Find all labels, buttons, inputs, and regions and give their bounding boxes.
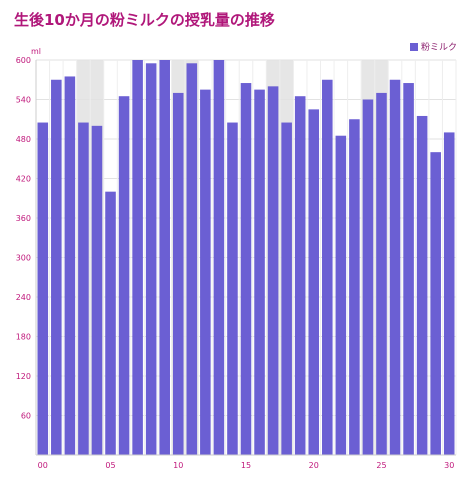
bar: [349, 119, 360, 455]
bar: [37, 122, 49, 456]
bar: [105, 191, 116, 455]
x-tick-label: 05: [105, 461, 115, 470]
y-tick-label: 60: [21, 412, 31, 421]
bar: [389, 79, 401, 455]
x-tick-label: 15: [241, 461, 251, 470]
bars: [37, 60, 455, 456]
y-tick-label: 360: [16, 214, 31, 223]
bar: [254, 89, 265, 455]
legend-swatch: [409, 42, 418, 51]
bar: [281, 122, 292, 456]
bar: [159, 60, 170, 455]
legend-label: 粉ミルク: [420, 43, 457, 53]
bar: [145, 63, 157, 456]
bar: [132, 60, 143, 455]
bar: [430, 152, 441, 455]
bar: [78, 122, 89, 456]
bar: [186, 63, 198, 456]
bar: [294, 96, 306, 455]
bar: [240, 83, 252, 456]
bar: [416, 115, 428, 455]
y-tick-label: 540: [16, 96, 31, 105]
bar: [200, 89, 211, 455]
legend: 粉ミルク: [409, 40, 457, 53]
bar: [64, 76, 76, 455]
chart-title: 生後10か月の粉ミルクの授乳量の推移: [14, 11, 275, 29]
y-tick-label: 120: [16, 372, 31, 381]
x-tick-label: 20: [309, 461, 319, 470]
bar: [322, 79, 333, 455]
axes: 60 120 180 240 300 360 420 480 540 600 00 05 10 15 20 2…: [16, 56, 456, 470]
bar: [227, 122, 238, 456]
bar: [118, 96, 130, 455]
bar: [335, 135, 347, 456]
y-tick-label: 420: [16, 175, 31, 184]
bar: [51, 79, 62, 455]
bar: [267, 86, 279, 455]
y-tick-label: 480: [16, 135, 31, 144]
bar: [403, 83, 414, 456]
bar: [91, 125, 103, 455]
y-tick-label: 180: [16, 333, 31, 342]
bar: [362, 99, 374, 455]
x-tick-label: 00: [38, 461, 48, 470]
bar: [376, 92, 387, 456]
y-tick-label: 240: [16, 293, 31, 302]
y-tick-label: 600: [16, 56, 31, 65]
x-tick-label: 30: [444, 461, 454, 470]
y-tick-label: 300: [16, 254, 31, 263]
y-axis-unit: ml: [31, 47, 41, 56]
x-tick-label: 10: [173, 461, 183, 470]
bar: [213, 60, 225, 455]
bar: [172, 92, 184, 456]
x-tick-label: 25: [376, 461, 386, 470]
bar: [443, 132, 455, 455]
bar: [308, 109, 320, 455]
